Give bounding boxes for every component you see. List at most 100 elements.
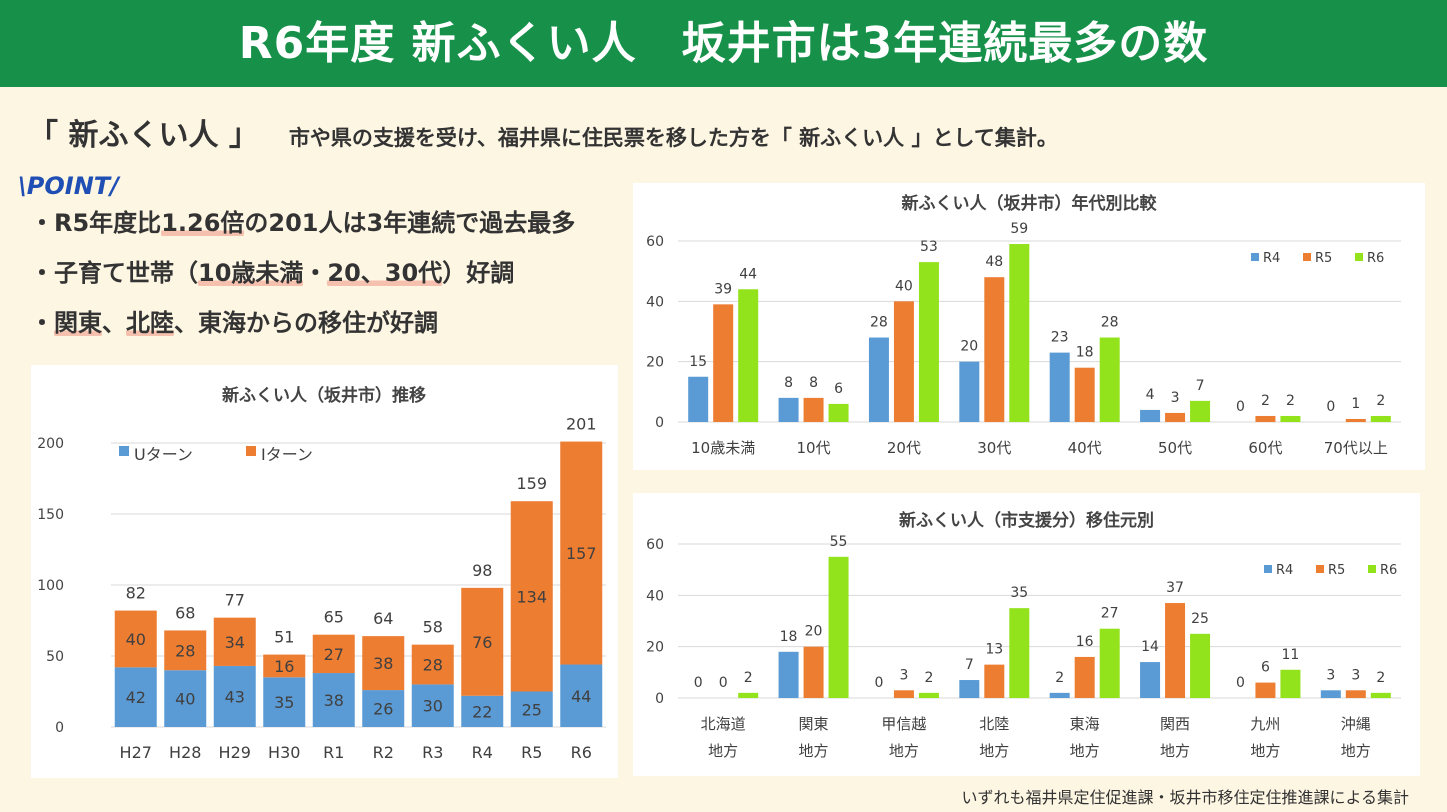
data-label: 16 xyxy=(274,657,294,676)
legend-label: R5 xyxy=(1315,251,1332,266)
x-tick-label: 北陸 xyxy=(979,715,1009,733)
bar-r5 xyxy=(984,277,1005,422)
bar-r4 xyxy=(778,651,799,698)
data-label: 18 xyxy=(1076,345,1094,361)
bar-r4 xyxy=(959,680,980,698)
x-tick-label: R4 xyxy=(472,743,493,762)
x-tick-label: 地方 xyxy=(708,742,738,760)
x-tick-label: 10歳未満 xyxy=(691,439,755,457)
data-label: 2 xyxy=(1286,393,1295,409)
x-tick-label: 10代 xyxy=(797,439,831,457)
bar-r6 xyxy=(1370,415,1391,422)
point-text: 、 xyxy=(102,309,126,337)
y-tick-label: 0 xyxy=(55,720,64,736)
data-label: 28 xyxy=(423,656,443,675)
highlight: 北陸 xyxy=(126,309,174,337)
bar-i-turn xyxy=(362,636,405,691)
chart-title: 新ふくい人（坂井市）年代別比較 xyxy=(902,193,1158,214)
legend-label: R6 xyxy=(1367,251,1384,266)
x-tick-label: 地方 xyxy=(1341,742,1371,760)
bar-r5 xyxy=(1074,656,1095,698)
x-tick-label: 40代 xyxy=(1068,439,1102,457)
y-tick-label: 0 xyxy=(655,415,664,431)
data-label: 6 xyxy=(834,381,843,397)
x-tick-label: 50代 xyxy=(1158,439,1192,457)
data-label: 27 xyxy=(324,645,344,664)
point-text: 、東海からの移住が好調 xyxy=(174,309,438,337)
highlight: 1.26倍 xyxy=(161,209,245,237)
data-label: 8 xyxy=(809,375,818,391)
legend-swatch xyxy=(1251,253,1259,261)
bar-r5 xyxy=(1165,412,1186,422)
point-item-2: ・子育て世帯（10歳未満・20、30代）好調 xyxy=(30,252,575,302)
bar-r5 xyxy=(713,304,734,422)
bar-r5 xyxy=(803,646,824,698)
data-label: 44 xyxy=(739,266,757,282)
bar-r6 xyxy=(1370,692,1391,698)
data-label: 2 xyxy=(1261,393,1270,409)
bar-r5 xyxy=(893,690,914,698)
data-label: 0 xyxy=(719,675,728,691)
point-text: 子育て世帯（ xyxy=(54,259,198,287)
bar-r6 xyxy=(1280,415,1301,422)
legend-label: R4 xyxy=(1263,251,1280,266)
bar-u-turn xyxy=(312,673,355,727)
legend-swatch xyxy=(1368,565,1376,573)
y-tick-label: 60 xyxy=(646,234,664,250)
data-label: 0 xyxy=(874,675,883,691)
data-label: 40 xyxy=(126,630,146,649)
data-label: 26 xyxy=(373,700,393,719)
highlight: 関東 xyxy=(54,309,102,337)
x-tick-label: 地方 xyxy=(979,742,1009,760)
bar-r5 xyxy=(1255,415,1276,422)
bar-r4 xyxy=(868,337,889,422)
total-label: 68 xyxy=(175,603,195,622)
bar-r6 xyxy=(738,289,759,422)
bar-u-turn xyxy=(560,664,603,727)
bar-r4 xyxy=(1320,690,1341,698)
data-label: 35 xyxy=(274,693,294,712)
bar-r6 xyxy=(1099,337,1120,422)
data-label: 44 xyxy=(571,687,591,706)
bar-r5 xyxy=(1165,603,1186,698)
highlight: 20、30代 xyxy=(327,259,443,287)
legend-swatch xyxy=(246,446,256,456)
point-text: ・ xyxy=(303,259,328,287)
data-label: 30 xyxy=(423,697,443,716)
data-label: 6 xyxy=(1261,660,1270,676)
data-label: 14 xyxy=(1141,639,1159,655)
bar-r4 xyxy=(1140,662,1161,698)
definition-text: 市や県の支援を受け、福井県に住民票を移した方を「 新ふくい人 」として集計。 xyxy=(288,126,1058,150)
data-label: 3 xyxy=(1171,390,1180,406)
data-label: 3 xyxy=(1351,667,1360,683)
data-label: 42 xyxy=(126,688,146,707)
bar-r5 xyxy=(803,397,824,422)
bar-r5 xyxy=(984,664,1005,698)
bar-u-turn xyxy=(263,677,306,727)
data-label: 1 xyxy=(1351,396,1360,412)
point-item-1: ・R5年度比1.26倍の201人は3年連続で過去最多 xyxy=(30,202,575,252)
data-label: 11 xyxy=(1282,647,1300,663)
data-label: 2 xyxy=(1376,670,1385,686)
y-tick-label: 40 xyxy=(646,294,664,310)
data-label: 18 xyxy=(780,629,798,645)
bar-r4 xyxy=(688,376,709,422)
bar-i-turn xyxy=(114,610,157,668)
bar-r6 xyxy=(1099,628,1120,698)
point-text: R5年度比 xyxy=(54,209,162,237)
definition-term: 「 新ふくい人 」 xyxy=(28,118,259,153)
y-tick-label: 200 xyxy=(37,436,64,452)
data-label: 7 xyxy=(1196,378,1205,394)
legend-swatch xyxy=(1316,565,1324,573)
data-label: 2 xyxy=(744,670,753,686)
data-label: 37 xyxy=(1166,580,1184,596)
trend-chart-panel: 新ふくい人（坂井市）推移 0 50 100 150 200 42 40 82 H27 40 28 68 H… xyxy=(31,365,618,778)
data-label: 157 xyxy=(566,544,597,563)
bar-r4 xyxy=(1049,692,1070,698)
total-label: 51 xyxy=(274,628,294,647)
x-tick-label: 甲信越 xyxy=(881,715,926,733)
bar-r6 xyxy=(828,556,849,698)
data-label: 34 xyxy=(225,633,245,652)
highlight: 10歳未満 xyxy=(198,259,304,287)
